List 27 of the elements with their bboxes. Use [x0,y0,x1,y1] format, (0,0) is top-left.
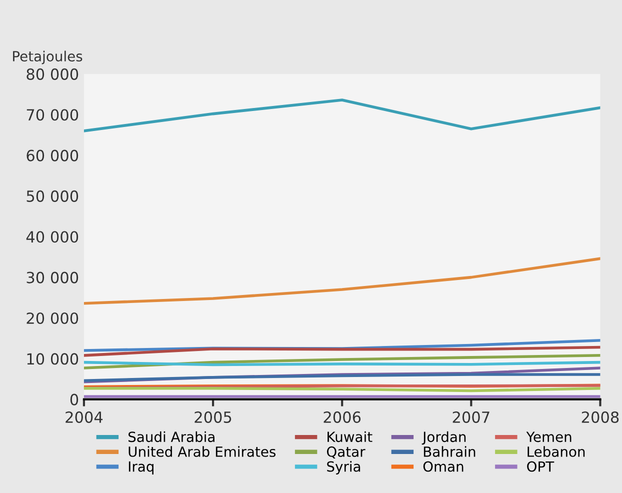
x-tick-label: 2005 [194,411,232,423]
y-tick-label: 70 000 [26,109,78,121]
y-tick-label: 50 000 [26,190,78,202]
y-tick-label: 40 000 [26,231,78,243]
y-tick-label: 60 000 [26,150,78,162]
legend-label: Bahrain [424,446,476,457]
legend-label: OPT [527,461,554,472]
legend-label: Saudi Arabia [128,431,214,442]
legend-label: Yemen [526,432,572,442]
legend-label: Oman [423,461,464,472]
legend-label: Iraq [128,461,154,474]
y-tick-label: 0 [70,394,78,406]
legend-label: Jordan [422,431,466,445]
y-tick-label: 30 000 [26,272,78,284]
x-tick-label: 2006 [324,411,361,423]
y-tick-label: 20 000 [26,312,78,324]
y-tick-label: 80 000 [26,68,78,80]
legend-label: Lebanon [528,446,585,457]
legend-label: Qatar [326,446,366,459]
legend-label: Kuwait [328,431,372,442]
legend-label: United Arab Emirates [128,446,276,457]
y-tick-label: 10 000 [27,353,78,365]
x-tick-label: 2008 [582,411,619,423]
y-axis-title: Petajoules [13,50,82,64]
x-tick-label: 2007 [452,411,490,423]
x-tick-label: 2004 [66,411,103,423]
legend-label: Syria [327,461,360,474]
